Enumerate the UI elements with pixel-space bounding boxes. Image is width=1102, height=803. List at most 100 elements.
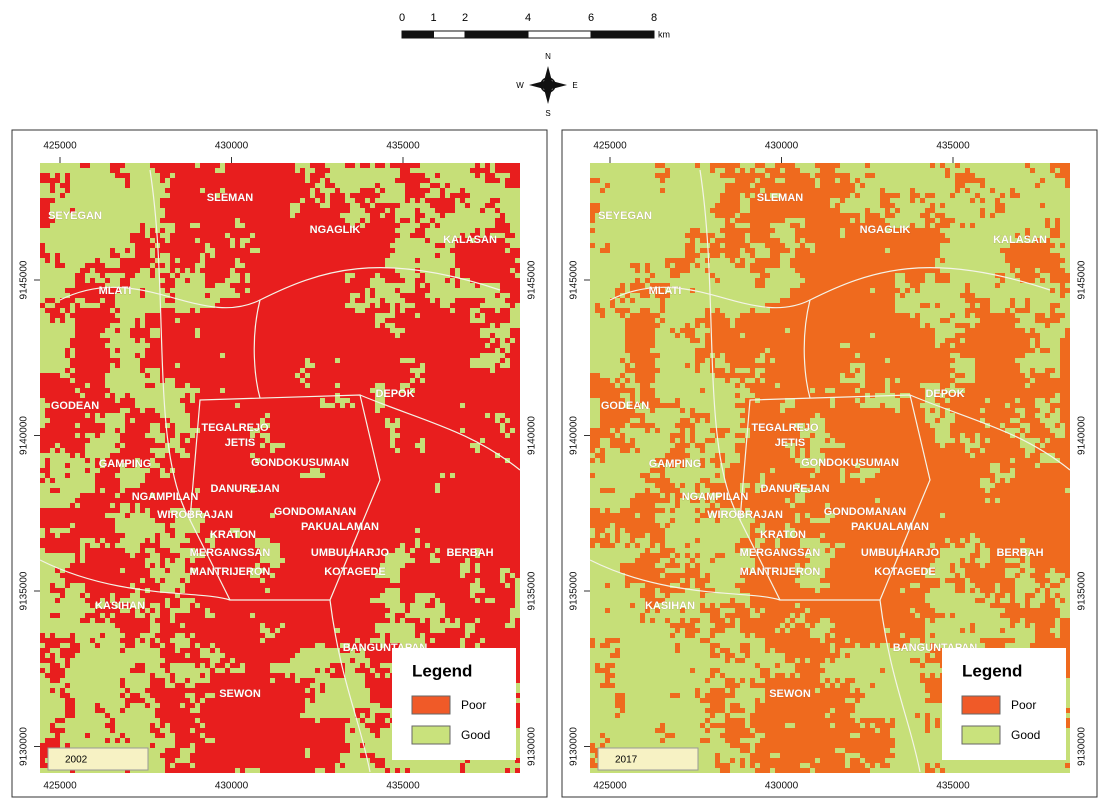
place-label: DEPOK bbox=[375, 388, 414, 400]
place-label: PAKUALAMAN bbox=[851, 521, 929, 533]
scale-bar-segment bbox=[402, 31, 434, 38]
place-label: SLEMAN bbox=[207, 192, 254, 204]
place-label: GODEAN bbox=[51, 400, 99, 412]
place-label: GONDOKUSUMAN bbox=[801, 457, 899, 469]
scale-bar-label: 0 bbox=[399, 12, 405, 24]
place-label: KRATON bbox=[760, 529, 806, 541]
place-label: GONDOMANAN bbox=[824, 506, 907, 518]
legend: LegendPoorGood bbox=[942, 648, 1066, 760]
legend-swatch bbox=[412, 696, 450, 714]
place-label: NGAGLIK bbox=[310, 224, 361, 236]
y-tick-label: 9145000 bbox=[1077, 260, 1088, 299]
y-tick-label: 9140000 bbox=[19, 416, 30, 455]
scale-bar-label: 4 bbox=[525, 12, 531, 24]
y-tick-label: 9135000 bbox=[1077, 571, 1088, 610]
scale-bar-label: 1 bbox=[430, 12, 436, 24]
y-tick-label: 9130000 bbox=[19, 727, 30, 766]
place-label: NGAMPILAN bbox=[132, 491, 199, 503]
y-tick-label: 9135000 bbox=[569, 571, 580, 610]
scale-bar-segment bbox=[528, 31, 591, 38]
x-tick-label: 435000 bbox=[936, 141, 970, 152]
place-label: SEYEGAN bbox=[48, 210, 102, 222]
y-tick-label: 9140000 bbox=[527, 416, 538, 455]
place-label: JETIS bbox=[775, 437, 806, 449]
place-label: KOTAGEDE bbox=[324, 566, 386, 578]
place-label: GAMPING bbox=[99, 458, 152, 470]
place-label: TEGALREJO bbox=[751, 422, 819, 434]
place-label: GAMPING bbox=[649, 458, 702, 470]
place-label: DANUREJAN bbox=[760, 483, 829, 495]
place-label: BERBAH bbox=[446, 547, 493, 559]
place-label: JETIS bbox=[225, 437, 256, 449]
place-label: MANTRIJERON bbox=[740, 566, 821, 578]
legend-label: Poor bbox=[1011, 698, 1036, 712]
place-label: KOTAGEDE bbox=[874, 566, 936, 578]
place-label: TEGALREJO bbox=[201, 422, 269, 434]
compass-south: S bbox=[545, 109, 550, 118]
place-label: NGAGLIK bbox=[860, 224, 911, 236]
place-label: MANTRIJERON bbox=[190, 566, 271, 578]
year-box bbox=[48, 748, 148, 770]
place-label: GONDOMANAN bbox=[274, 506, 357, 518]
y-tick-label: 9130000 bbox=[569, 727, 580, 766]
legend-swatch bbox=[412, 726, 450, 744]
compass-west: W bbox=[516, 81, 524, 90]
scale-bar-unit: km bbox=[658, 29, 670, 39]
scale-bar-segment bbox=[591, 31, 654, 38]
legend-swatch bbox=[962, 726, 1000, 744]
x-tick-label: 425000 bbox=[43, 781, 77, 792]
scale-bar-label: 8 bbox=[651, 12, 657, 24]
map-panel: SLEMAN NGAGLIK SEYEGAN KALASAN MLATI GODEAN DE… bbox=[562, 130, 1097, 797]
place-label: SLEMAN bbox=[757, 192, 804, 204]
place-label: UMBULHARJO bbox=[311, 547, 390, 559]
y-tick-label: 9140000 bbox=[569, 416, 580, 455]
x-tick-label: 425000 bbox=[593, 781, 627, 792]
x-tick-label: 425000 bbox=[593, 141, 627, 152]
scale-bar-segment bbox=[434, 31, 466, 38]
compass-north: N bbox=[545, 52, 551, 61]
legend-swatch bbox=[962, 696, 1000, 714]
place-label: SEWON bbox=[769, 688, 811, 700]
place-label: KALASAN bbox=[993, 234, 1047, 246]
place-label: WIROBRAJAN bbox=[707, 509, 783, 521]
x-tick-label: 425000 bbox=[43, 141, 77, 152]
y-tick-label: 9145000 bbox=[527, 260, 538, 299]
x-tick-label: 430000 bbox=[765, 781, 799, 792]
y-tick-label: 9135000 bbox=[19, 571, 30, 610]
place-label: MLATI bbox=[99, 285, 132, 297]
map-figure: N S E W 012468kmSLEMANNGAGLIKSEYEGANKALA… bbox=[0, 0, 1102, 798]
y-tick-label: 9140000 bbox=[1077, 416, 1088, 455]
y-tick-label: 9145000 bbox=[19, 260, 30, 299]
place-label: KRATON bbox=[210, 529, 256, 541]
x-tick-label: 430000 bbox=[215, 781, 249, 792]
legend-label: Good bbox=[1011, 728, 1040, 742]
place-label: DEPOK bbox=[925, 388, 964, 400]
place-label: KASIHAN bbox=[95, 600, 145, 612]
place-label: WIROBRAJAN bbox=[157, 509, 233, 521]
map-panel: SLEMAN NGAGLIK SEYEGAN KALASAN MLATI GODEAN DE… bbox=[12, 130, 547, 797]
place-label: MERGANGSAN bbox=[740, 547, 821, 559]
place-label: GONDOKUSUMAN bbox=[251, 457, 349, 469]
y-tick-label: 9135000 bbox=[527, 571, 538, 610]
place-label: KASIHAN bbox=[645, 600, 695, 612]
x-tick-label: 435000 bbox=[386, 141, 420, 152]
place-label: GODEAN bbox=[601, 400, 649, 412]
legend-label: Good bbox=[461, 728, 490, 742]
place-label: PAKUALAMAN bbox=[301, 521, 379, 533]
y-tick-label: 9145000 bbox=[569, 260, 580, 299]
legend: LegendPoorGood bbox=[392, 648, 516, 760]
place-label: SEYEGAN bbox=[598, 210, 652, 222]
place-label: BERBAH bbox=[996, 547, 1043, 559]
place-label: MLATI bbox=[649, 285, 682, 297]
scale-bar-label: 2 bbox=[462, 12, 468, 24]
x-tick-label: 430000 bbox=[765, 141, 799, 152]
year-label: 2002 bbox=[65, 755, 88, 766]
year-label: 2017 bbox=[615, 755, 638, 766]
place-label: UMBULHARJO bbox=[861, 547, 940, 559]
x-tick-label: 435000 bbox=[936, 781, 970, 792]
place-label: MERGANGSAN bbox=[190, 547, 271, 559]
place-label: KALASAN bbox=[443, 234, 497, 246]
y-tick-label: 9130000 bbox=[1077, 727, 1088, 766]
x-tick-label: 430000 bbox=[215, 141, 249, 152]
scale-bar-label: 6 bbox=[588, 12, 594, 24]
